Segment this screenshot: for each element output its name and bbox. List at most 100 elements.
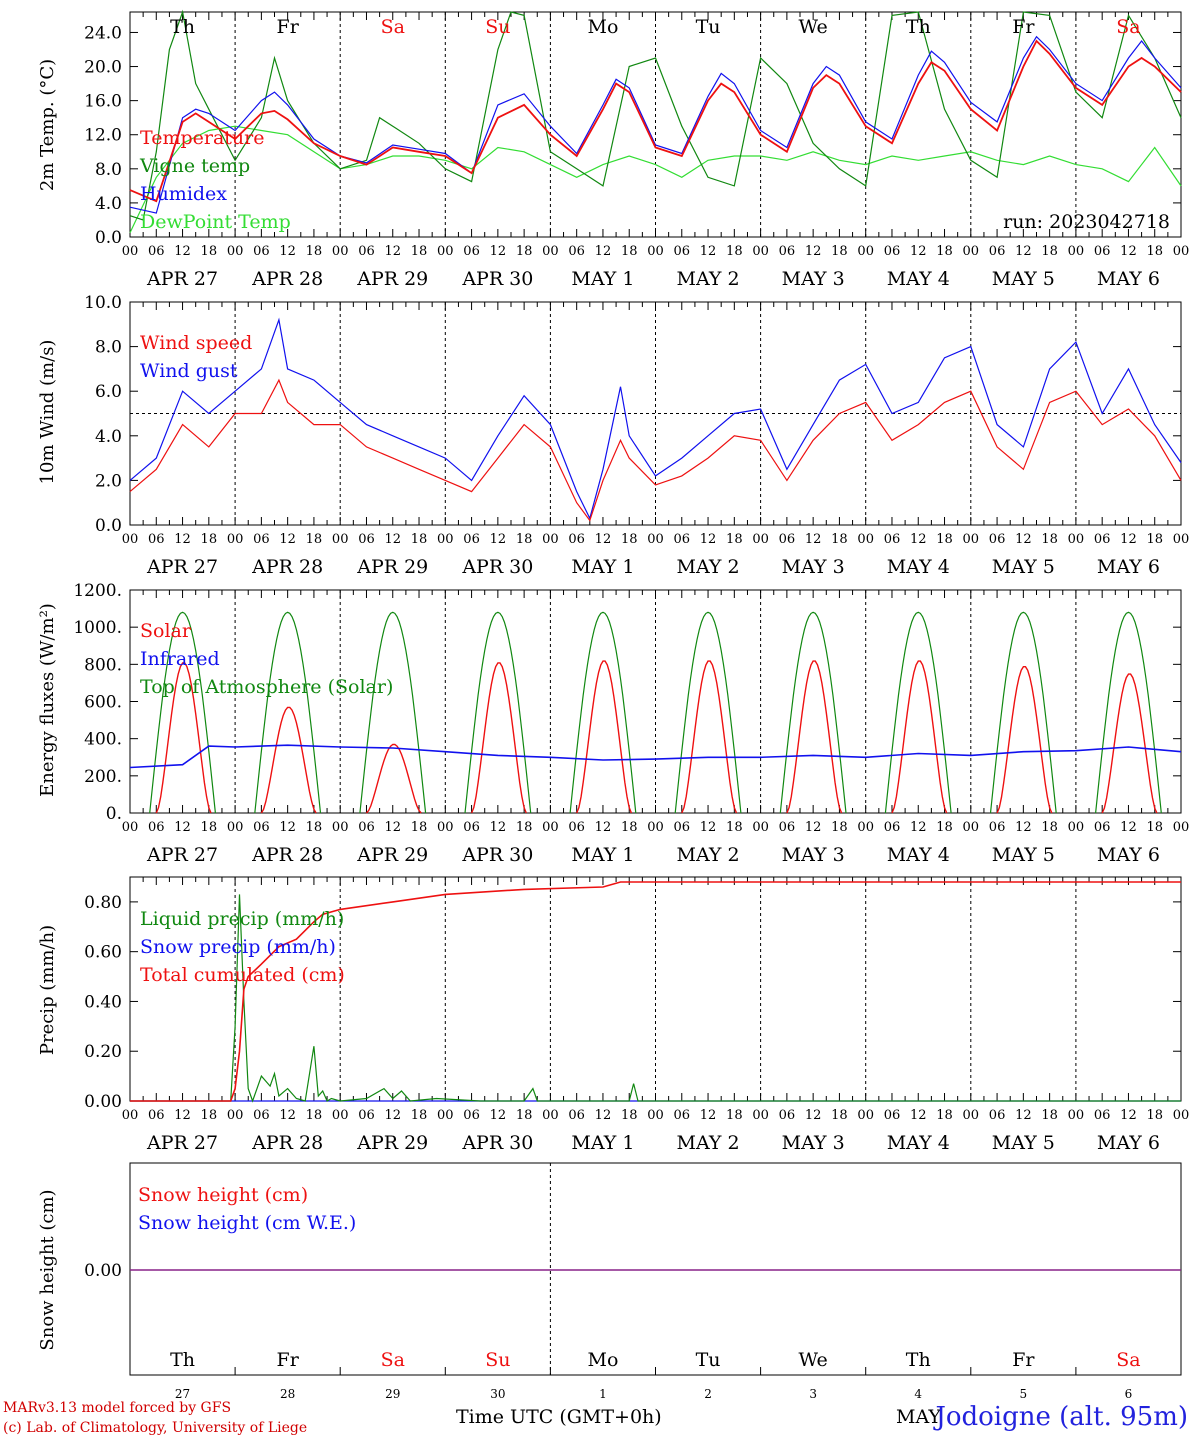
date-label: APR 28 (251, 1132, 323, 1154)
hour-tick-label: 18 (726, 532, 743, 547)
y-tick-label: 16.0 (84, 92, 122, 112)
day-number-label: 6 (1125, 1387, 1133, 1401)
hour-tick-label: 00 (857, 532, 874, 547)
date-label: MAY 2 (677, 1132, 740, 1154)
hour-tick-label: 00 (647, 1108, 664, 1123)
hour-tick-label: 00 (1173, 532, 1190, 547)
hour-tick-label: 12 (1120, 532, 1137, 547)
date-label: APR 30 (461, 268, 533, 290)
date-label: MAY 4 (887, 844, 950, 866)
date-label: APR 30 (461, 844, 533, 866)
hour-tick-label: 06 (148, 244, 165, 259)
hour-tick-label: 18 (411, 820, 428, 835)
hour-tick-label: 06 (1094, 532, 1111, 547)
y-tick-label: 4.0 (95, 194, 122, 214)
y-tick-label: 0.40 (84, 992, 122, 1012)
hour-tick-label: 18 (1146, 244, 1163, 259)
hour-tick-label: 06 (989, 820, 1006, 835)
weekday-label: Sa (1116, 1349, 1140, 1371)
hour-tick-label: 12 (1120, 1108, 1137, 1123)
hour-tick-label: 00 (332, 532, 349, 547)
hour-tick-label: 18 (936, 244, 953, 259)
y-tick-label: 200. (84, 767, 122, 787)
series-toa-solar (464, 611, 532, 814)
weekday-label: Mo (587, 1349, 618, 1371)
hour-tick-label: 18 (726, 1108, 743, 1123)
hour-tick-label: 12 (174, 820, 191, 835)
hour-tick-label: 18 (411, 532, 428, 547)
date-label: APR 30 (461, 556, 533, 578)
day-number-label: 30 (490, 1387, 505, 1401)
legend-total-cumulated-cm: Total cumulated (cm) (140, 964, 345, 986)
y-axis-label: Energy fluxes (W/m²) (37, 603, 58, 797)
hour-tick-label: 06 (253, 820, 270, 835)
date-label: APR 28 (251, 268, 323, 290)
hour-tick-label: 18 (1041, 1108, 1058, 1123)
hour-tick-label: 12 (1120, 820, 1137, 835)
series-wind-speed (129, 378, 1182, 522)
hour-tick-label: 18 (306, 1108, 323, 1123)
hour-tick-label: 18 (306, 532, 323, 547)
date-label: MAY 2 (677, 268, 740, 290)
hour-tick-label: 12 (174, 244, 191, 259)
date-label: MAY 4 (887, 1132, 950, 1154)
hour-tick-label: 00 (1068, 820, 1085, 835)
y-tick-label: 0.80 (84, 893, 122, 913)
weekday-label: Fr (1012, 1349, 1035, 1371)
hour-tick-label: 06 (989, 532, 1006, 547)
series-liquid-precip-mm-h- (130, 894, 1181, 1103)
hour-tick-label: 06 (884, 532, 901, 547)
legend-liquid-precip-mm-h: Liquid precip (mm/h) (140, 908, 344, 930)
legend-dewpoint-temp: DewPoint Temp (140, 211, 291, 233)
hour-tick-label: 00 (647, 244, 664, 259)
series-infrared (129, 744, 1182, 769)
hour-tick-label: 18 (201, 820, 218, 835)
series-toa-solar (359, 611, 427, 814)
hour-tick-label: 00 (752, 244, 769, 259)
series-solar (365, 743, 422, 814)
weekday-label: Su (485, 16, 510, 38)
weekday-label: Su (485, 1349, 510, 1371)
hour-tick-label: 00 (1068, 244, 1085, 259)
hour-tick-label: 06 (1094, 820, 1111, 835)
weekday-label: We (799, 1349, 828, 1371)
hour-tick-label: 06 (253, 1108, 270, 1123)
y-tick-label: 8.0 (95, 160, 122, 180)
hour-tick-label: 06 (674, 1108, 691, 1123)
date-label: MAY 3 (782, 556, 845, 578)
series-wind-gust (129, 317, 1182, 520)
series-total-cumulated-cm- (130, 881, 1181, 1102)
hour-tick-label: 12 (700, 820, 717, 835)
hour-tick-label: 06 (148, 532, 165, 547)
hour-tick-label: 00 (542, 1108, 559, 1123)
hour-tick-label: 12 (595, 532, 612, 547)
hour-tick-label: 06 (358, 532, 375, 547)
date-label: APR 29 (356, 844, 428, 866)
hour-tick-label: 18 (201, 532, 218, 547)
date-label: MAY 4 (887, 268, 950, 290)
series-solar (786, 660, 843, 814)
weekday-label: Fr (277, 1349, 300, 1371)
hour-tick-label: 18 (831, 1108, 848, 1123)
series-solar (1101, 673, 1158, 814)
series-dewpoint-temp (129, 125, 1182, 233)
hour-tick-label: 18 (621, 1108, 638, 1123)
date-label: MAY 2 (677, 556, 740, 578)
weekday-label: Th (170, 1349, 195, 1371)
y-tick-label: 1000. (73, 618, 122, 638)
hour-tick-label: 12 (279, 1108, 296, 1123)
weekday-label: Fr (277, 16, 300, 38)
hour-tick-label: 06 (463, 1108, 480, 1123)
hour-tick-label: 06 (1094, 1108, 1111, 1123)
y-tick-label: 800. (84, 655, 122, 675)
hour-tick-label: 06 (463, 244, 480, 259)
hour-tick-label: 12 (279, 532, 296, 547)
hour-tick-label: 06 (568, 532, 585, 547)
hour-tick-label: 06 (989, 1108, 1006, 1123)
hour-tick-label: 06 (568, 820, 585, 835)
hour-tick-label: 06 (779, 244, 796, 259)
date-label: MAY 6 (1097, 1132, 1160, 1154)
weekday-label: Sa (381, 16, 405, 38)
date-label: APR 27 (146, 556, 218, 578)
